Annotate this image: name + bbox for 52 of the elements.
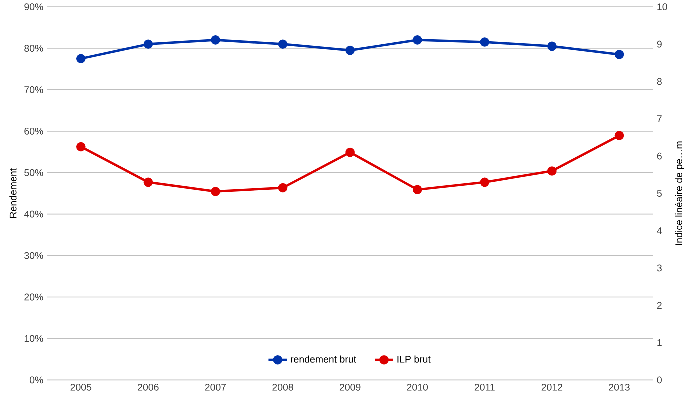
legend-label: ILP brut (398, 356, 431, 363)
y-axis-title: Rendement (10, 168, 17, 218)
y2-tick-label: 1 (658, 339, 662, 346)
point (278, 39, 288, 49)
y-tick-label: 90% (24, 3, 44, 10)
point (144, 178, 154, 187)
point (211, 186, 220, 196)
y-tick-label: 40% (24, 210, 44, 218)
y2-tick-label: 5 (657, 190, 662, 197)
y2-tick-label: 3 (657, 264, 662, 272)
y2-tick-label: 2 (657, 302, 662, 309)
x-tick-label: 2010 (407, 384, 428, 391)
x-tick-label: 2012 (542, 384, 563, 391)
point (614, 50, 624, 60)
point (480, 178, 490, 187)
y-tick-label: 80% (24, 44, 44, 52)
point (614, 130, 624, 140)
y2-tick-label: 9 (657, 40, 662, 48)
y-tick-label: 10% (24, 335, 44, 342)
y2-tick-label: 8 (657, 78, 662, 85)
point (278, 183, 288, 192)
y2-tick-label: 6 (657, 152, 662, 160)
y-tick-label: 60% (24, 128, 44, 135)
point (144, 39, 154, 49)
point (480, 37, 490, 47)
point (412, 35, 422, 45)
y-tick-label: 30% (24, 252, 44, 260)
point (548, 42, 557, 51)
y2-tick-label: 10 (658, 3, 668, 10)
x-tick-label: 2007 (205, 384, 226, 391)
point (412, 184, 422, 194)
x-tick-label: 2011 (474, 384, 495, 391)
y-tick-label: 20% (24, 294, 44, 300)
point (76, 54, 86, 64)
x-tick-label: 2005 (70, 384, 92, 391)
y-tick-label: 70% (24, 86, 44, 94)
x-tick-label: 2006 (138, 384, 159, 391)
y-tick-label: 50% (24, 169, 44, 176)
x-tick-label: 2009 (340, 384, 361, 391)
x-tick-label: 2013 (609, 384, 630, 391)
point (76, 142, 86, 152)
x-tick-label: 2008 (272, 384, 294, 391)
y2-axis-title: Indice linéaire de pe…m (675, 142, 684, 245)
y2-tick-label: 4 (657, 227, 662, 234)
point (548, 166, 557, 176)
point (211, 35, 220, 45)
y2-tick-label: 7 (657, 115, 662, 122)
point (346, 46, 355, 55)
point (346, 148, 355, 157)
y2-tick-label: 0 (657, 376, 662, 384)
legend-label: rendement brut (291, 356, 356, 363)
y-tick-label: 0% (30, 376, 44, 384)
